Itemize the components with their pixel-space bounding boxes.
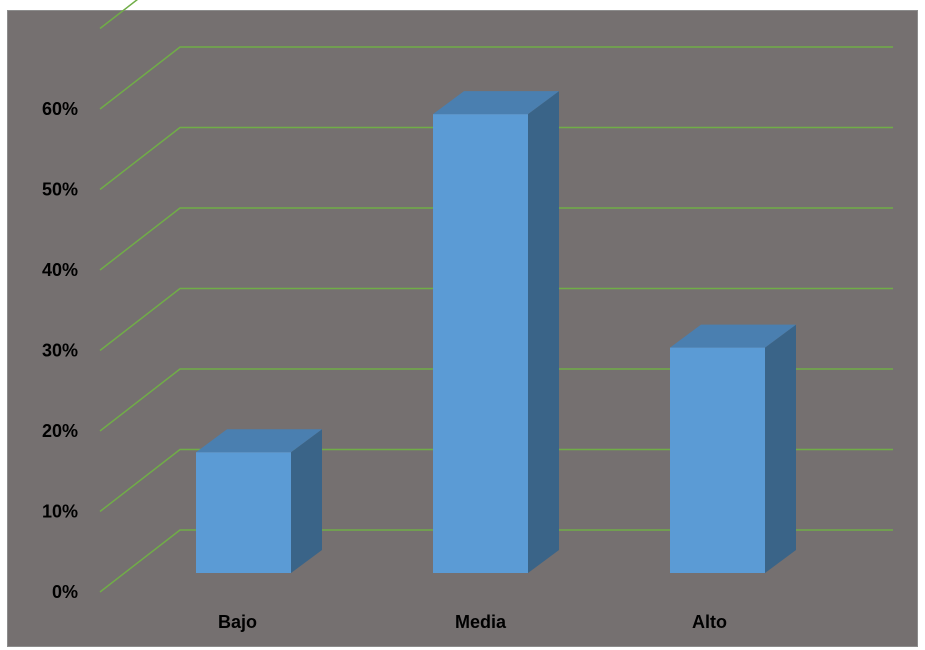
bar-top-alto [670, 324, 796, 348]
gridline [99, 287, 893, 352]
gridline [99, 368, 893, 432]
y-tick-label: 10% [42, 502, 78, 522]
gridline [99, 207, 893, 271]
y-tick-label: 20% [42, 421, 78, 441]
y-tick-label: 0% [52, 582, 78, 602]
bar-side-alto [765, 324, 796, 573]
bar-media [433, 114, 528, 574]
bar-side-media [528, 91, 559, 574]
y-tick-label: 40% [42, 260, 78, 280]
gridline [99, 126, 893, 191]
x-tick-label: Bajo [218, 612, 257, 632]
bar-top-bajo [196, 429, 322, 453]
x-tick-label: Alto [692, 612, 727, 632]
bar-alto [670, 347, 765, 573]
gridline [99, 0, 138, 30]
bar-side-bajo [291, 429, 322, 573]
y-tick-label: 30% [42, 341, 78, 361]
x-tick-label: Media [455, 612, 507, 632]
gridline [99, 529, 893, 593]
y-tick-label: 50% [42, 180, 78, 200]
gridline [99, 448, 893, 513]
gridline [99, 46, 893, 110]
bar-top-media [433, 91, 559, 115]
y-tick-label: 60% [42, 99, 78, 119]
bar-bajo [196, 452, 291, 573]
